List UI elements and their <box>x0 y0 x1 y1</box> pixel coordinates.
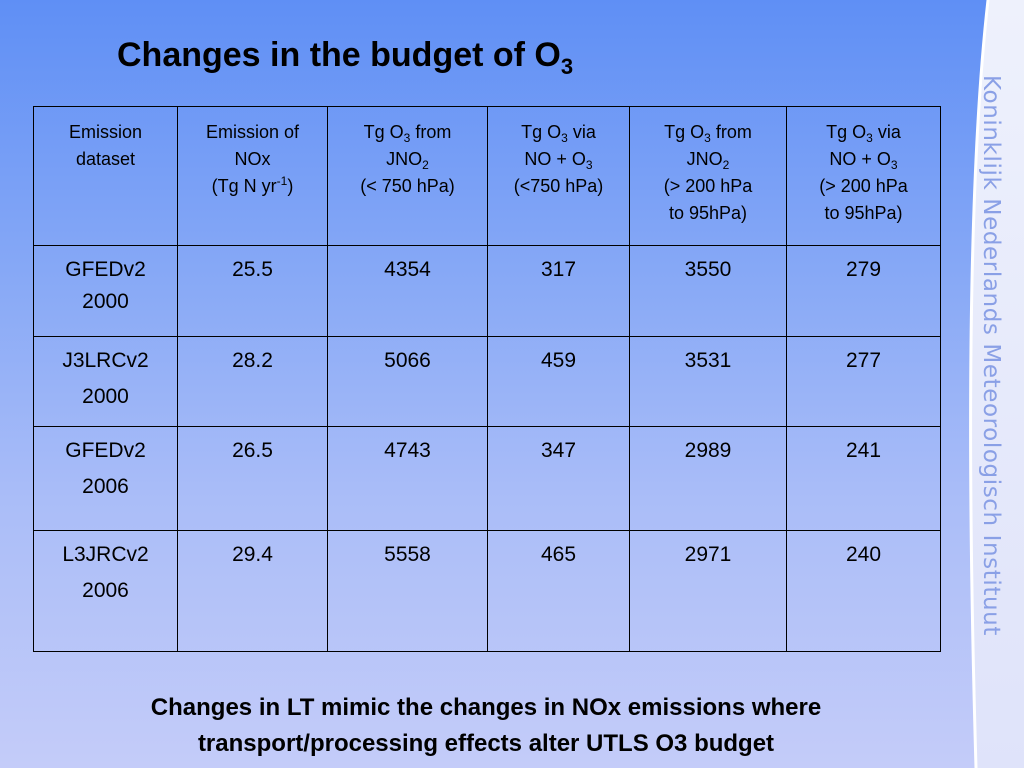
cell-no-o3-lt: 459 <box>487 336 630 427</box>
cell-dataset: J3LRCv2 2000 <box>33 336 178 427</box>
header-o3-no-utls: Tg O3 via NO + O3 (> 200 hPa to 95hPa) <box>786 106 941 246</box>
cell-nox: 29.4 <box>177 530 328 652</box>
cell-nox: 25.5 <box>177 245 328 337</box>
cell-jno2-utls: 2971 <box>629 530 787 652</box>
cell-no-o3-lt: 465 <box>487 530 630 652</box>
table-row: L3JRCv2 2006 29.4 5558 465 2971 240 <box>33 530 941 652</box>
cell-jno2-lt: 4743 <box>327 426 488 531</box>
header-nox-unit: (Tg N yr-1) <box>211 174 294 196</box>
header-o3-no-lt: Tg O3 via NO + O3 (<750 hPa) <box>487 106 630 246</box>
title-text: Changes in the budget of O <box>117 36 561 74</box>
cell-jno2-utls: 3531 <box>629 336 787 427</box>
cell-jno2-lt: 5558 <box>327 530 488 652</box>
cell-no-o3-utls: 241 <box>786 426 941 531</box>
cell-dataset: L3JRCv2 2006 <box>33 530 178 652</box>
cell-jno2-lt: 5066 <box>327 336 488 427</box>
title-subscript: 3 <box>560 54 574 79</box>
slide-title: Changes in the budget of O3 <box>117 36 573 80</box>
header-o3-jno2-utls: Tg O3 from JNO2 (> 200 hPa to 95hPa) <box>629 106 787 246</box>
cell-no-o3-utls: 279 <box>786 245 941 337</box>
conclusion-line-2: transport/processing effects alter UTLS … <box>197 730 775 757</box>
side-panel-shape <box>969 0 1024 768</box>
header-o3-jno2-lt: Tg O3 from JNO2 (< 750 hPa) <box>327 106 488 246</box>
table-row: J3LRCv2 2000 28.2 5066 459 3531 277 <box>33 336 941 427</box>
budget-table: Emission dataset Emission of NOx (Tg N y… <box>33 106 941 652</box>
table-header-row: Emission dataset Emission of NOx (Tg N y… <box>33 106 941 246</box>
conclusion-line-1: Changes in LT mimic the changes in NOx e… <box>150 694 822 721</box>
cell-jno2-utls: 3550 <box>629 245 787 337</box>
conclusion-text: Changes in LT mimic the changes in NOx e… <box>30 690 942 762</box>
cell-dataset: GFEDv2 2000 <box>33 245 178 337</box>
cell-nox: 26.5 <box>177 426 328 531</box>
cell-jno2-lt: 4354 <box>327 245 488 337</box>
cell-nox: 28.2 <box>177 336 328 427</box>
header-emission-dataset: Emission dataset <box>33 106 178 246</box>
table-row: GFEDv2 2000 25.5 4354 317 3550 279 <box>33 245 941 337</box>
cell-no-o3-utls: 277 <box>786 336 941 427</box>
cell-no-o3-lt: 317 <box>487 245 630 337</box>
cell-jno2-utls: 2989 <box>629 426 787 531</box>
cell-no-o3-lt: 347 <box>487 426 630 531</box>
cell-dataset: GFEDv2 2006 <box>33 426 178 531</box>
side-panel <box>964 0 1024 768</box>
cell-no-o3-utls: 240 <box>786 530 941 652</box>
table-row: GFEDv2 2006 26.5 4743 347 2989 241 <box>33 426 941 531</box>
institute-name: Koninklijk Nederlands Meteorologisch Ins… <box>978 75 1004 636</box>
header-emission-nox: Emission of NOx (Tg N yr-1) <box>177 106 328 246</box>
